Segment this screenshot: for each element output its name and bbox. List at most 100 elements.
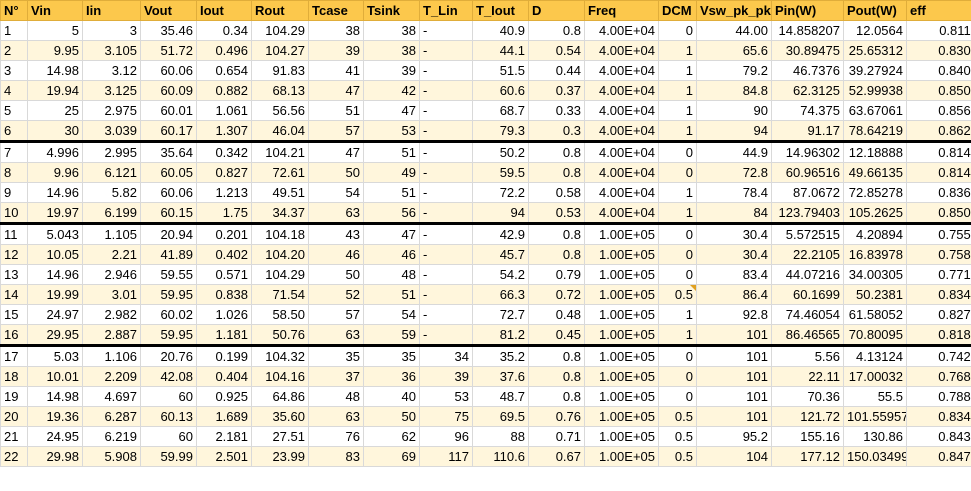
data-cell[interactable]: - — [419, 304, 473, 325]
data-cell[interactable]: 51.72 — [140, 40, 197, 61]
data-cell[interactable]: 0.5 — [658, 284, 697, 305]
data-cell[interactable]: 101 — [696, 345, 772, 367]
data-cell[interactable]: 0.44 — [528, 60, 585, 81]
data-cell[interactable]: - — [419, 202, 473, 225]
data-cell[interactable]: 1.00E+05 — [584, 223, 659, 245]
data-cell[interactable]: 84 — [696, 202, 772, 225]
data-cell[interactable]: 0.8626 — [906, 120, 971, 143]
data-cell[interactable]: 104.27 — [251, 40, 309, 61]
data-cell[interactable]: 1 — [658, 80, 697, 101]
data-cell[interactable]: 92.8 — [696, 304, 772, 325]
data-cell[interactable]: 94 — [696, 120, 772, 143]
data-cell[interactable]: 50.2 — [472, 141, 529, 163]
data-cell[interactable]: 0.33 — [528, 100, 585, 121]
data-cell[interactable]: 87.0672 — [771, 182, 844, 203]
data-cell[interactable]: 3.01 — [82, 284, 141, 305]
data-cell[interactable]: 95.2 — [696, 426, 772, 447]
data-cell[interactable]: 14.96 — [27, 182, 83, 203]
data-cell[interactable]: 5.56 — [771, 345, 844, 367]
data-cell[interactable]: 60 — [140, 426, 197, 447]
data-cell[interactable]: 57 — [308, 120, 364, 143]
data-cell[interactable]: 24.95 — [27, 426, 83, 447]
data-cell[interactable]: 72.7 — [472, 304, 529, 325]
data-cell[interactable]: 5.572515 — [771, 223, 844, 245]
data-cell[interactable]: 20.76 — [140, 345, 197, 367]
data-cell[interactable]: 60.96516 — [771, 162, 844, 183]
data-cell[interactable]: - — [419, 80, 473, 101]
data-cell[interactable]: 74.375 — [771, 100, 844, 121]
data-cell[interactable]: 63.67061 — [843, 100, 907, 121]
data-cell[interactable]: 46.7376 — [771, 60, 844, 81]
data-cell[interactable]: 1.106 — [82, 345, 141, 367]
data-cell[interactable]: 22.11 — [771, 366, 844, 387]
data-cell[interactable]: 0.8 — [528, 366, 585, 387]
data-cell[interactable]: 123.79403 — [771, 202, 844, 225]
data-cell[interactable]: 9.96 — [27, 162, 83, 183]
data-cell[interactable]: 54 — [363, 304, 420, 325]
data-cell[interactable]: 1 — [658, 40, 697, 61]
data-cell[interactable]: 60 — [140, 386, 197, 407]
data-cell[interactable]: 0.201 — [196, 223, 252, 245]
data-cell[interactable]: - — [419, 100, 473, 121]
data-cell[interactable]: 38 — [308, 20, 364, 41]
column-header[interactable]: N° — [0, 0, 28, 21]
data-cell[interactable]: 52.99938 — [843, 80, 907, 101]
data-cell[interactable]: 72.2 — [472, 182, 529, 203]
data-cell[interactable]: 59.55 — [140, 264, 197, 285]
data-cell[interactable]: 0.838 — [196, 284, 252, 305]
data-cell[interactable]: 30.4 — [696, 244, 772, 265]
data-cell[interactable]: 53 — [363, 120, 420, 143]
data-cell[interactable]: 79.2 — [696, 60, 772, 81]
data-cell[interactable]: 3.12 — [82, 60, 141, 81]
data-cell[interactable]: 60.01 — [140, 100, 197, 121]
data-cell[interactable]: 86.46565 — [771, 324, 844, 347]
row-number-cell[interactable]: 11 — [0, 223, 28, 245]
data-cell[interactable]: 63 — [308, 406, 364, 427]
data-cell[interactable]: 0.8188 — [906, 324, 971, 347]
data-cell[interactable]: 1.307 — [196, 120, 252, 143]
data-cell[interactable]: 4.00E+04 — [584, 40, 659, 61]
data-cell[interactable]: 50 — [308, 162, 364, 183]
data-cell[interactable]: 104.32 — [251, 345, 309, 367]
data-cell[interactable]: 1.00E+05 — [584, 324, 659, 347]
data-cell[interactable]: 0.8561 — [906, 100, 971, 121]
data-cell[interactable]: 60.06 — [140, 182, 197, 203]
data-cell[interactable]: - — [419, 284, 473, 305]
data-cell[interactable]: 0.342 — [196, 141, 252, 163]
data-cell[interactable]: 41.89 — [140, 244, 197, 265]
data-cell[interactable]: 39 — [419, 366, 473, 387]
data-cell[interactable]: 0 — [658, 386, 697, 407]
data-cell[interactable]: 30.89475 — [771, 40, 844, 61]
data-cell[interactable]: 57 — [308, 304, 364, 325]
data-cell[interactable]: 75 — [419, 406, 473, 427]
row-number-cell[interactable]: 3 — [0, 60, 28, 81]
data-cell[interactable]: 48 — [308, 386, 364, 407]
data-cell[interactable]: 35.46 — [140, 20, 197, 41]
data-cell[interactable]: 0.199 — [196, 345, 252, 367]
data-cell[interactable]: 42.9 — [472, 223, 529, 245]
data-cell[interactable]: 2.982 — [82, 304, 141, 325]
data-cell[interactable]: - — [419, 182, 473, 203]
data-cell[interactable]: 35.64 — [140, 141, 197, 163]
data-cell[interactable]: 121.72 — [771, 406, 844, 427]
data-cell[interactable]: 27.51 — [251, 426, 309, 447]
data-cell[interactable]: 55.5 — [843, 386, 907, 407]
data-cell[interactable]: 1.061 — [196, 100, 252, 121]
data-cell[interactable]: 70.36 — [771, 386, 844, 407]
data-cell[interactable]: 104.18 — [251, 223, 309, 245]
data-cell[interactable]: 19.99 — [27, 284, 83, 305]
data-cell[interactable]: 63 — [308, 202, 364, 225]
row-number-cell[interactable]: 2 — [0, 40, 28, 61]
data-cell[interactable]: 72.85278 — [843, 182, 907, 203]
data-cell[interactable]: 56 — [363, 202, 420, 225]
row-number-cell[interactable]: 21 — [0, 426, 28, 447]
column-header[interactable]: Freq — [584, 0, 659, 21]
data-cell[interactable]: 0.8471 — [906, 446, 971, 467]
data-cell[interactable]: 104.29 — [251, 20, 309, 41]
data-cell[interactable]: 105.2625 — [843, 202, 907, 225]
data-cell[interactable]: 71.54 — [251, 284, 309, 305]
data-cell[interactable]: 64.86 — [251, 386, 309, 407]
data-cell[interactable]: 59.95 — [140, 284, 197, 305]
row-number-cell[interactable]: 16 — [0, 324, 28, 347]
data-cell[interactable]: 0 — [658, 345, 697, 367]
